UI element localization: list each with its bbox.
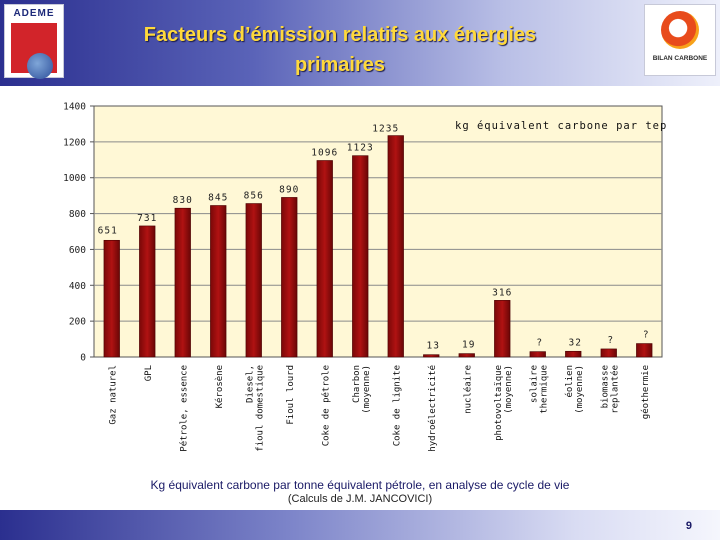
x-tick-label: solaire thermique [529,365,549,414]
chart-y-ticks: 0 200 400 600 800 1000 1200 1400 [63,102,94,364]
data-label: 13 [427,341,440,352]
bar [600,348,617,358]
data-label: ? [607,335,614,346]
bar [103,239,120,358]
ademe-logo: ADEME [4,4,64,79]
x-tick-label-line: solaire [529,365,539,403]
y-tick-label: 200 [69,317,86,328]
chart-bars [103,135,653,358]
bar [174,207,191,358]
bilan-carbone-circle-icon [661,11,699,49]
data-label: 830 [173,195,193,206]
x-tick-label-line: GPL [144,365,154,381]
bilan-carbone-logo-text: BILAN CARBONE [652,55,708,62]
chart-subcaption: (Calculs de J.M. JANCOVICI) [287,493,433,505]
page-number: 9 [685,520,692,532]
bar [636,343,653,358]
y-tick-label: 600 [69,245,86,256]
bar [494,300,511,358]
x-tick-label: Kérosène [214,365,225,408]
data-label: 890 [279,184,299,195]
x-tick-label-line: replantée [609,365,620,414]
data-label: 1235 [372,124,399,135]
x-tick-label-line: thermique [539,365,549,414]
x-tick-label-line: (moyenne) [504,365,514,414]
bar [352,155,369,358]
x-tick-label-line: fioul domestique [255,365,265,452]
footer-banner: 9 [0,510,720,540]
chart-unit-label: kg équivalent carbone par tep [455,120,667,132]
data-label: 651 [98,225,118,236]
x-tick-label-line: Fioul lourd [286,365,296,425]
x-tick-label-line: Pétrole, essence [178,365,189,452]
y-tick-label: 1200 [63,137,86,148]
chart-x-ticks: Gaz naturel GPL Pétrole, essence Kérosène Di… [108,365,651,452]
data-label: 19 [462,340,475,351]
slide-title-line1: Facteurs d’émission relatifs aux énergie… [143,24,537,46]
x-tick-label-line: (moyenne) [362,365,372,414]
x-tick-label: Gaz naturel [108,365,118,425]
x-tick-label: Pétrole, essence [178,365,189,452]
x-tick-label: hydroélectricité [427,365,438,452]
data-label: ? [643,330,650,341]
chart-labels: 651 731 830 845 856 890 1096 1123 1235 13 19 316? 32… [98,124,650,352]
x-tick-label: Charbon (moyenne) [352,365,372,414]
bilan-carbone-logo: BILAN CARBONE [644,4,716,76]
x-tick-label: photovoltaïque (moyenne) [494,365,514,441]
bar [316,160,333,358]
x-tick-label: Coke de pétrole [320,365,331,446]
bar [245,203,262,358]
bar [529,351,546,358]
y-tick-label: 400 [69,281,86,292]
chart-caption: Kg équivalent carbone par tonne équivale… [150,478,570,492]
x-tick-label-line: Gaz naturel [108,365,118,425]
x-tick-label: biomasse replantée [600,365,620,414]
x-tick-label-line: Coke de lignite [392,365,402,446]
x-tick-label-line: Charbon [352,365,362,403]
data-label: 856 [244,191,264,202]
x-tick-label-line: nucléaire [462,365,473,414]
data-label: 1096 [311,148,338,159]
slide-title: Facteurs d’émission relatifs aux énergie… [80,20,600,80]
x-tick-label-line: Kérosène [214,365,225,408]
bar [210,205,227,358]
ademe-logo-text: ADEME [13,8,55,19]
data-label: 316 [492,287,512,298]
x-tick-label-line: biomasse [600,365,610,408]
y-tick-label: 1400 [63,102,86,113]
x-tick-label-line: photovoltaïque [494,365,504,441]
y-tick-label: 800 [69,209,86,220]
x-tick-label-line: Diesel, [245,365,255,403]
x-tick-label: Fioul lourd [286,365,296,425]
header-banner: ADEME Facteurs d’émission relatifs aux é… [0,0,720,86]
slide-title-line2: primaires [294,54,386,76]
x-tick-label: géothermie [640,365,651,419]
x-tick-label-line: géothermie [640,365,651,419]
bar [387,135,404,358]
x-tick-label: Diesel, fioul domestique [245,365,265,452]
x-tick-label: éolien (moyenne) [564,365,585,414]
data-label: 1123 [347,143,374,154]
ademe-logo-square [11,23,57,79]
globe-icon [27,53,53,79]
bar [139,225,156,358]
emission-bar-chart: 651 731 830 845 856 890 1096 1123 1235 13 19 316? 32… [63,102,667,452]
x-tick-label-line: (moyenne) [575,365,585,414]
x-tick-label: Coke de lignite [392,365,402,446]
x-tick-label: GPL [144,365,154,381]
data-label: 32 [569,337,582,348]
data-label: ? [536,338,543,349]
bar [423,354,440,358]
x-tick-label-line: hydroélectricité [427,365,438,452]
bar [565,350,582,358]
y-tick-label: 0 [80,353,86,364]
bar [281,197,298,358]
data-label: 731 [137,213,157,224]
x-tick-label: nucléaire [462,365,473,414]
y-tick-label: 1000 [63,173,86,184]
x-tick-label-line: Coke de pétrole [320,365,331,446]
data-label: 845 [208,193,228,204]
bar [458,353,475,358]
x-tick-label-line: éolien [564,365,575,398]
